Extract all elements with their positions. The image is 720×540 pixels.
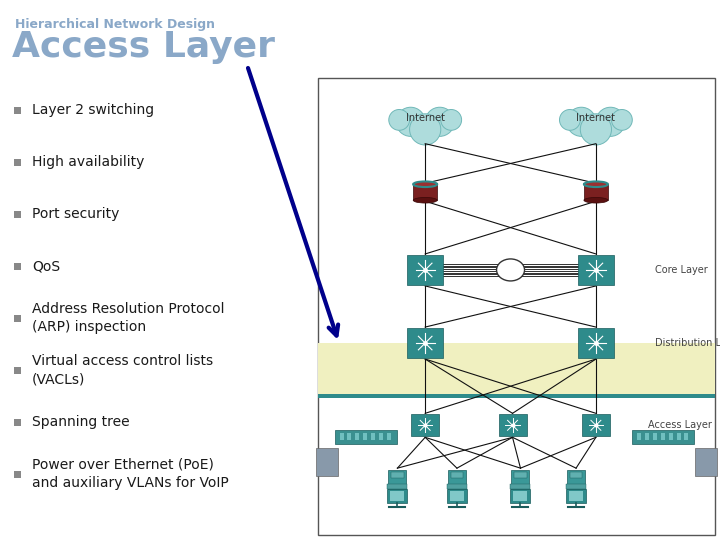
Bar [316,448,338,476]
Ellipse shape [584,198,608,203]
Ellipse shape [497,259,525,281]
Bar [510,489,531,503]
Circle shape [596,107,625,137]
Text: Internet: Internet [577,113,616,123]
Bar [348,433,351,440]
Bar [584,184,608,200]
Text: Internet: Internet [405,113,445,123]
Bar [14,471,21,478]
Bar [318,78,715,535]
Bar [450,491,464,501]
Bar [335,430,397,444]
Circle shape [580,114,611,145]
Ellipse shape [413,181,437,187]
Circle shape [426,107,454,137]
Bar [447,484,467,489]
Bar [570,472,582,478]
Bar [447,489,467,503]
Bar [363,433,367,440]
Bar [318,394,715,398]
Bar [318,343,715,398]
Circle shape [611,110,632,130]
Text: Address Resolution Protocol
(ARP) inspection: Address Resolution Protocol (ARP) inspec… [32,302,225,334]
Text: Distribution Layer: Distribution Layer [655,338,720,348]
Ellipse shape [413,198,437,203]
Bar [14,159,21,166]
Bar [413,184,437,200]
Bar [14,263,21,270]
Bar [411,414,439,436]
Circle shape [396,107,426,137]
Circle shape [389,110,410,130]
Bar [645,433,649,440]
Text: Virtual access control lists
(VACLs): Virtual access control lists (VACLs) [32,354,213,386]
Text: Access Layer: Access Layer [647,420,711,430]
Text: Spanning tree: Spanning tree [32,415,130,429]
Text: Layer 2 switching: Layer 2 switching [32,103,154,117]
Bar [387,433,391,440]
Bar [390,491,405,501]
Text: Core Layer: Core Layer [655,265,708,275]
Text: Power over Ethernet (PoE)
and auxiliary VLANs for VoIP: Power over Ethernet (PoE) and auxiliary … [32,458,229,490]
Bar [408,255,444,285]
Bar [661,433,665,440]
Bar [632,430,694,444]
Bar [391,472,404,478]
Bar [578,328,614,358]
Bar [14,107,21,114]
Bar [14,315,21,322]
Circle shape [559,110,580,130]
Bar [511,470,529,490]
Text: Port security: Port security [32,207,120,221]
Bar [582,414,610,436]
Bar [695,448,717,476]
Bar [498,414,526,436]
Bar [14,211,21,218]
Bar [340,433,343,440]
Ellipse shape [584,181,608,187]
Bar [355,433,359,440]
Bar [677,433,680,440]
Bar [14,367,21,374]
Bar [514,472,527,478]
Text: QoS: QoS [32,259,60,273]
Circle shape [410,114,441,145]
Bar [566,489,586,503]
Bar [14,419,21,426]
Bar [379,433,383,440]
Bar [578,255,614,285]
Circle shape [567,107,596,137]
Text: Hierarchical Network Design: Hierarchical Network Design [15,18,215,31]
Bar [451,472,463,478]
Bar [567,470,585,490]
Bar [566,484,586,489]
Text: Access Layer: Access Layer [12,30,275,64]
Bar [513,491,528,501]
Bar [408,328,444,358]
FancyArrowPatch shape [248,68,338,335]
Bar [569,491,583,501]
Bar [387,484,408,489]
Text: High availability: High availability [32,155,145,169]
Bar [510,484,531,489]
Bar [371,433,375,440]
Bar [669,433,672,440]
Bar [685,433,688,440]
Circle shape [441,110,462,130]
Bar [637,433,642,440]
Bar [388,470,406,490]
Bar [387,489,408,503]
Bar [448,470,466,490]
Bar [653,433,657,440]
